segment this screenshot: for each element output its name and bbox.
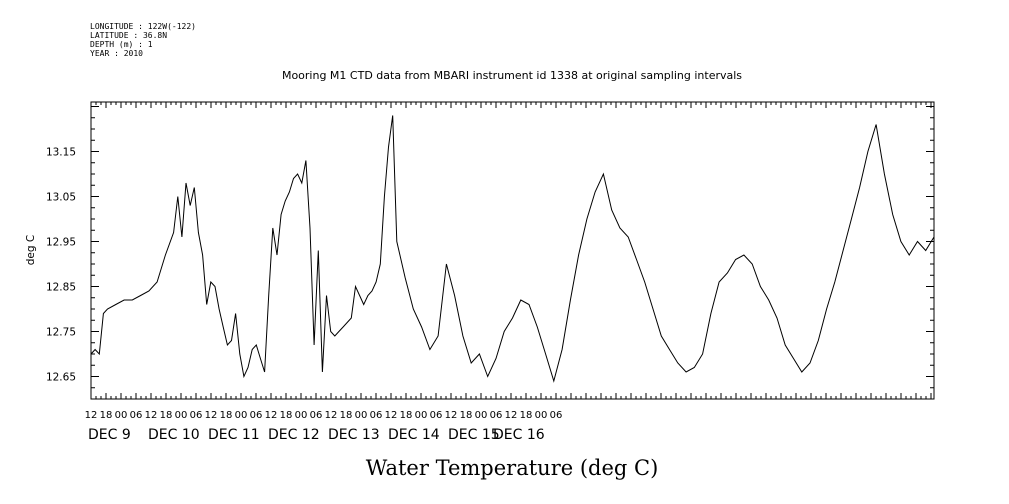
chart-title: Mooring M1 CTD data from MBARI instrumen… <box>282 69 742 82</box>
y-axis-label: deg C <box>25 235 37 265</box>
x-hour-label: 12 <box>205 410 218 421</box>
x-day-label: DEC 9 <box>88 427 131 443</box>
y-tick-label: 12.65 <box>46 372 76 384</box>
x-hour-labels: 12 18 00 06 12 18 00 06 12 18 00 06 12 18 00 06 12 18 00 06… <box>85 410 563 421</box>
y-tick-label: 12.85 <box>46 282 76 294</box>
x-hour-label: 18 <box>160 410 173 421</box>
x-hour-label: 18 <box>220 410 233 421</box>
plot-frame <box>90 101 935 400</box>
x-hour-label: 06 <box>310 410 323 421</box>
x-hour-label: 12 <box>325 410 338 421</box>
x-day-label: DEC 11 <box>208 427 260 443</box>
y-tick-label: 13.05 <box>46 192 76 204</box>
x-hour-label: 06 <box>130 410 143 421</box>
axis-ticks <box>90 102 934 400</box>
x-hour-label: 12 <box>85 410 98 421</box>
temperature-series-line <box>90 115 935 383</box>
x-day-label: DEC 13 <box>328 427 380 443</box>
depth-label: DEPTH (m) : 1 <box>90 40 153 49</box>
x-hour-label: 00 <box>535 410 548 421</box>
x-hour-label: 12 <box>265 410 278 421</box>
x-day-label: DEC 16 <box>493 427 545 443</box>
x-day-labels: DEC 9 DEC 10 DEC 11 DEC 12 DEC 13 DEC 14 DEC 1… <box>88 427 545 443</box>
y-tick-label: 12.95 <box>46 237 76 249</box>
x-hour-label: 18 <box>400 410 413 421</box>
x-hour-label: 12 <box>445 410 458 421</box>
x-hour-label: 12 <box>505 410 518 421</box>
x-hour-label: 00 <box>175 410 188 421</box>
year-label: YEAR : 2010 <box>90 49 143 58</box>
y-tick-label: 13.15 <box>46 147 76 159</box>
x-axis-label: Water Temperature (deg C) <box>366 456 659 480</box>
x-day-label: DEC 12 <box>268 427 320 443</box>
longitude-label: LONGITUDE : 122W(-122) <box>90 22 196 31</box>
x-hour-label: 00 <box>415 410 428 421</box>
x-hour-label: 00 <box>115 410 128 421</box>
x-hour-label: 06 <box>430 410 443 421</box>
x-hour-label: 06 <box>370 410 383 421</box>
x-hour-label: 00 <box>235 410 248 421</box>
x-hour-label: 06 <box>490 410 503 421</box>
x-hour-label: 00 <box>295 410 308 421</box>
x-hour-label: 06 <box>190 410 203 421</box>
y-tick-label: 12.75 <box>46 327 76 339</box>
x-hour-label: 00 <box>355 410 368 421</box>
x-day-label: DEC 15 <box>448 427 500 443</box>
x-hour-label: 12 <box>385 410 398 421</box>
x-hour-label: 06 <box>250 410 263 421</box>
x-hour-label: 18 <box>280 410 293 421</box>
x-hour-label: 18 <box>340 410 353 421</box>
x-hour-label: 18 <box>100 410 113 421</box>
x-hour-label: 06 <box>550 410 563 421</box>
latitude-label: LATITUDE : 36.8N <box>90 31 167 40</box>
x-day-label: DEC 14 <box>388 427 440 443</box>
x-day-label: DEC 10 <box>148 427 200 443</box>
x-hour-label: 18 <box>520 410 533 421</box>
x-hour-label: 12 <box>145 410 158 421</box>
y-tick-labels: 12.65 12.75 12.85 12.95 13.05 13.15 <box>46 147 76 384</box>
x-hour-label: 18 <box>460 410 473 421</box>
x-hour-label: 00 <box>475 410 488 421</box>
